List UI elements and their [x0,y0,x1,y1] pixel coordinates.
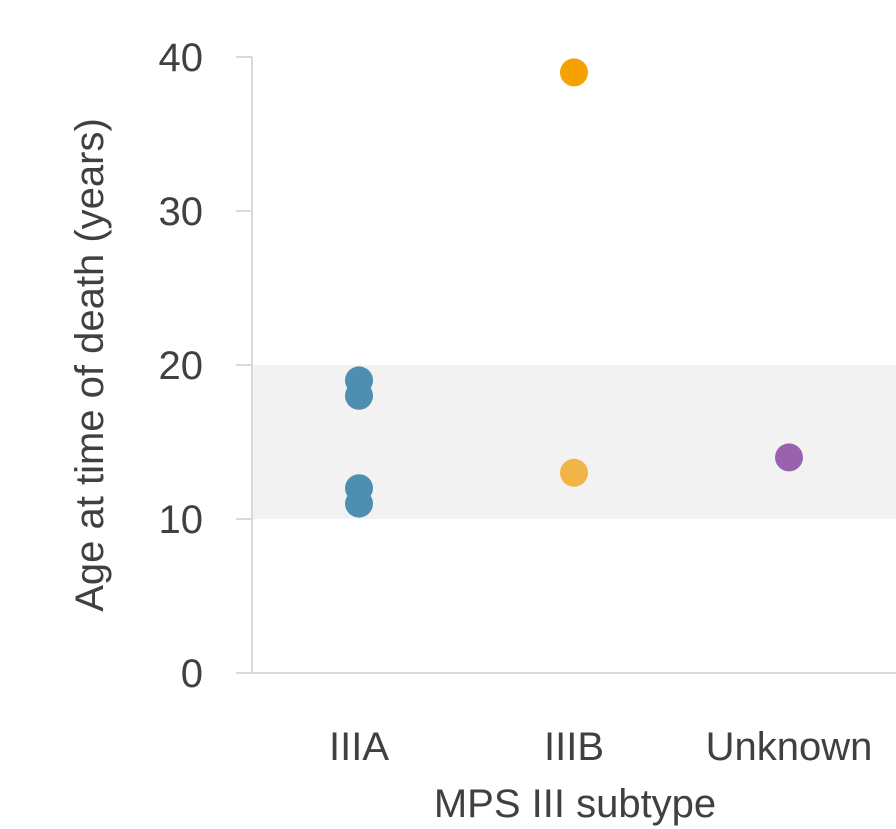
data-point [560,58,588,87]
x-tick-label: IIIB [544,725,604,769]
y-axis-title: Age at time of death (years) [68,118,112,612]
y-tick-label: 10 [159,498,204,542]
x-axis-title: MPS III subtype [434,782,716,826]
data-point [560,458,588,487]
y-tick-label: 30 [159,190,204,234]
y-tick-label: 20 [159,344,204,388]
data-point [345,381,373,410]
y-tick-group: 0 10 20 30 40 [159,36,252,696]
data-point [775,443,803,472]
data-points [345,58,803,518]
x-tick-label: IIIA [329,725,389,769]
x-tick-label: Unknown [706,725,873,769]
data-point [345,489,373,518]
y-tick-label: 40 [159,36,204,80]
x-tick-group: IIIA IIIB Unknown [329,725,872,769]
y-tick-label: 0 [181,652,203,696]
